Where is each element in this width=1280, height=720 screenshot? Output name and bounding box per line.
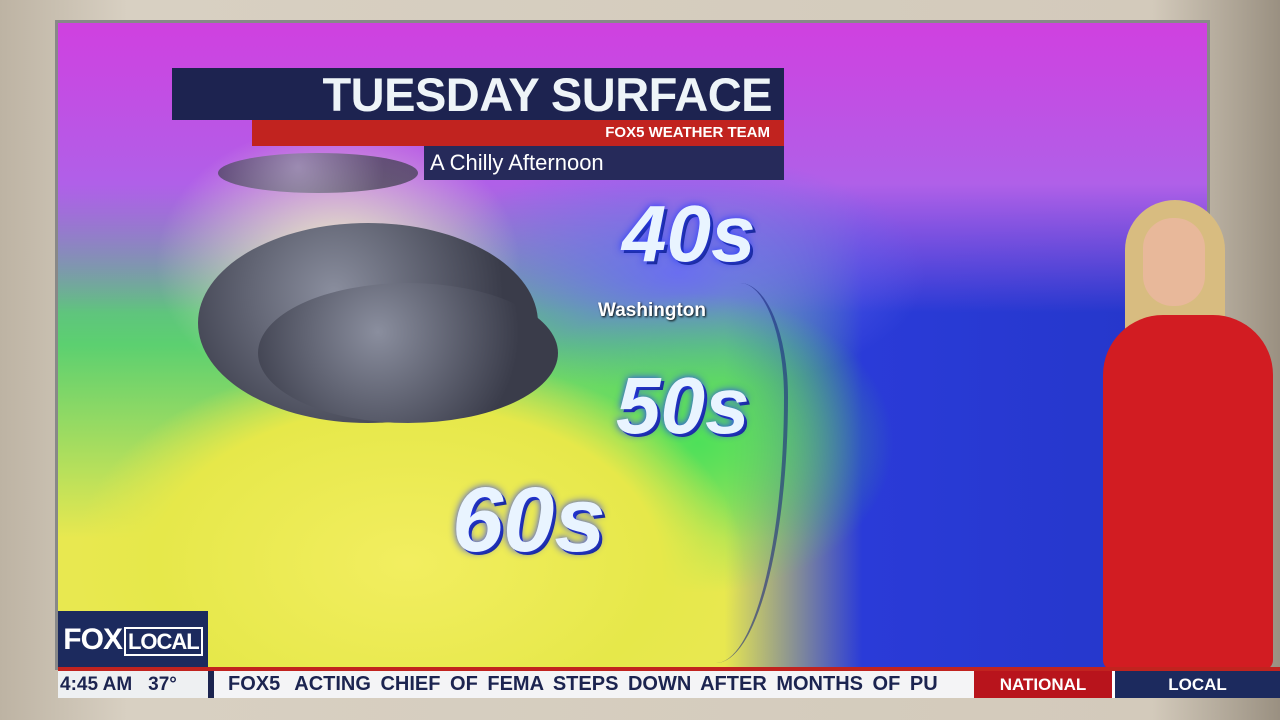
graphic-title: TUESDAY SURFACE bbox=[172, 68, 784, 121]
tab-national: NATIONAL bbox=[974, 671, 1112, 698]
graphic-banner: TUESDAY SURFACE FOX5 WEATHER TEAM A Chil… bbox=[172, 68, 784, 180]
ticker-divider bbox=[58, 667, 1280, 671]
graphic-subtitle: A Chilly Afternoon bbox=[424, 146, 784, 180]
time: 4:45 AM bbox=[60, 674, 133, 695]
headline-crawl: FOX5 ACTING CHIEF OF FEMA STEPS DOWN AFTE… bbox=[214, 671, 974, 698]
fox-local-logo: FOX LOCAL bbox=[58, 611, 208, 669]
graphic-team: FOX5 WEATHER TEAM bbox=[252, 120, 784, 146]
clock: 4:45 AM 37° bbox=[58, 671, 208, 698]
station-logo: FOX5 bbox=[228, 673, 281, 695]
temp-label-50s: 50s bbox=[616, 361, 750, 450]
city-label: Washington bbox=[598, 300, 706, 321]
storm-cloud-icon bbox=[258, 283, 558, 423]
cloud-icon bbox=[218, 153, 418, 193]
news-ticker: 4:45 AM 37° FOX5 ACTING CHIEF OF FEMA STEP… bbox=[58, 671, 1280, 698]
temperature: 37° bbox=[148, 674, 177, 695]
tab-local: LOCAL bbox=[1115, 671, 1280, 698]
headline: ACTING CHIEF OF FEMA STEPS DOWN AFTER MO… bbox=[294, 673, 938, 695]
presenter bbox=[1095, 200, 1280, 670]
temp-label-60s: 60s bbox=[452, 469, 606, 571]
temp-label-40s: 40s bbox=[622, 189, 756, 278]
